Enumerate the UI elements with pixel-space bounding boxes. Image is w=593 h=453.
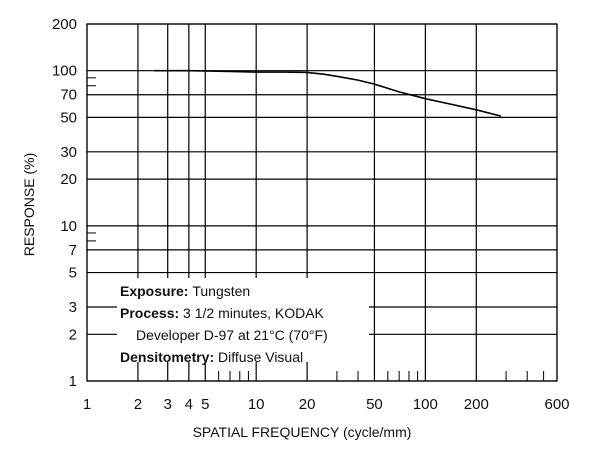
y-tick-label: 200: [52, 16, 77, 33]
x-tick-label: 100: [413, 396, 438, 413]
y-tick-label: 3: [69, 299, 77, 316]
x-tick-label: 5: [201, 396, 209, 413]
x-axis-title: SPATIAL FREQUENCY (cycle/mm): [193, 424, 412, 440]
annotation-line: Process: 3 1/2 minutes, KODAK: [120, 305, 325, 321]
annotation-line: Exposure: Tungsten: [120, 283, 250, 299]
y-tick-label: 30: [60, 144, 77, 161]
y-tick-label: 10: [60, 218, 77, 235]
plot-frame: [86, 23, 558, 382]
x-tick-labels: 1 2 3 4 5 10 20 50 100 200 600: [83, 396, 570, 413]
annotation-value: Diffuse Visual: [218, 349, 303, 365]
y-tick-label: 100: [52, 63, 77, 80]
annotation-label: Process:: [120, 305, 183, 321]
x-tick-label: 10: [248, 396, 265, 413]
annotation-label: Exposure:: [120, 283, 192, 299]
y-tick-label: 70: [60, 87, 77, 104]
x-tick-label: 600: [544, 396, 569, 413]
y-tick-label: 2: [69, 326, 77, 343]
y-tick-label: 7: [69, 242, 77, 259]
annotation-text: Exposure: Tungsten Process: 3 1/2 minutes…: [120, 283, 328, 365]
annotation-value: Developer D-97 at 21°C (70°F): [136, 327, 328, 343]
x-tick-label: 3: [164, 396, 172, 413]
y-axis-title: RESPONSE (%): [21, 153, 37, 256]
annotation-value: Tungsten: [192, 283, 250, 299]
annotation-line: Densitometry: Diffuse Visual: [120, 349, 303, 365]
x-tick-label: 200: [464, 396, 489, 413]
x-tick-label: 1: [83, 396, 91, 413]
annotation-value: 3 1/2 minutes, KODAK: [183, 305, 325, 321]
x-tick-label: 2: [134, 396, 142, 413]
y-tick-label: 5: [69, 265, 77, 282]
y-tick-label: 20: [60, 171, 77, 188]
x-tick-label: 4: [185, 396, 193, 413]
x-tick-label: 50: [366, 396, 383, 413]
annotation-box: [117, 278, 369, 362]
annotation-label: Densitometry:: [120, 349, 218, 365]
y-tick-label: 1: [69, 373, 77, 390]
x-tick-label: 20: [299, 396, 316, 413]
y-tick-label: 50: [60, 109, 77, 126]
series-layer: [154, 69, 502, 117]
annotation-line: Developer D-97 at 21°C (70°F): [136, 327, 328, 343]
y-tick-labels: 1 2 3 5 7 10 20 30 50 70 100 200: [52, 16, 77, 390]
series-line: [154, 69, 502, 117]
minor-ticks: [87, 77, 545, 381]
